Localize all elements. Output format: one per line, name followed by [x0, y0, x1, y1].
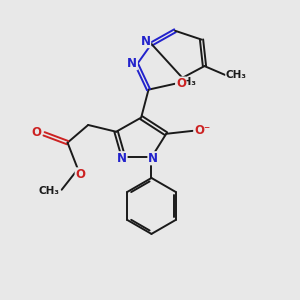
Text: O⁻: O⁻	[194, 124, 210, 137]
Text: N: N	[141, 34, 151, 48]
Text: CH₃: CH₃	[39, 186, 60, 196]
Text: N: N	[127, 57, 137, 70]
Text: O: O	[32, 126, 42, 139]
Text: N: N	[148, 152, 158, 165]
Text: O: O	[75, 168, 85, 181]
Text: O: O	[176, 77, 186, 90]
Text: CH₃: CH₃	[176, 77, 197, 87]
Text: CH₃: CH₃	[226, 70, 247, 80]
Text: N: N	[117, 152, 127, 165]
